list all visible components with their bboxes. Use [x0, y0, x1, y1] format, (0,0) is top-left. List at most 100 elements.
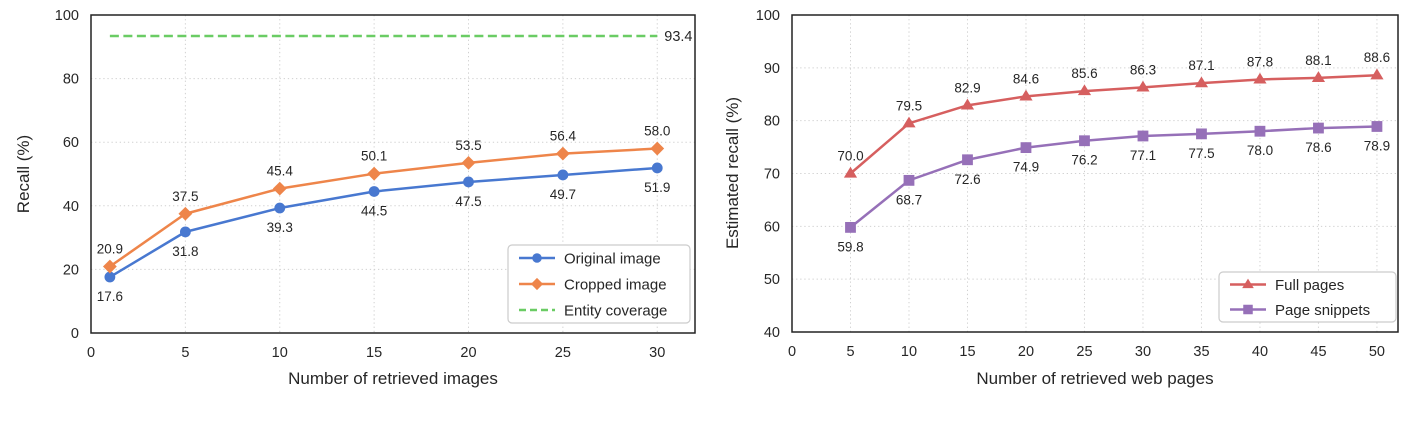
triangle-marker	[902, 116, 916, 128]
square-marker	[903, 174, 915, 186]
plot-border	[90, 14, 696, 334]
x-tick-label: 25	[555, 345, 571, 361]
square-marker	[1137, 130, 1149, 142]
y-tick-label: 80	[63, 72, 79, 88]
data-value-label: 86.3	[1130, 62, 1156, 77]
diamond-marker	[367, 166, 382, 181]
data-value-label: 70.0	[837, 149, 863, 164]
x-tick-label: 0	[87, 345, 95, 361]
data-value-label: 87.1	[1188, 58, 1214, 73]
x-tick-label: 50	[1369, 344, 1385, 360]
hline-value-label: 93.4	[664, 29, 692, 45]
left-chart-panel: 93.4 17.6 31.8 39.3 44.5 47.5 49.7 51.9 20.9 37.5…	[14, 8, 696, 388]
legend-label: Cropped image	[564, 277, 667, 294]
triangle-marker	[1311, 71, 1326, 82]
y-tick-label: 70	[764, 167, 780, 183]
data-value-label: 72.6	[954, 172, 980, 187]
data-value-label: 53.5	[455, 138, 481, 153]
y-tick-label: 40	[764, 325, 780, 341]
triangle-marker	[1253, 72, 1267, 84]
triangle-marker	[843, 166, 858, 178]
triangle-marker	[960, 98, 975, 110]
legend: Full pages Page snippets	[1218, 271, 1397, 323]
plot-border	[791, 14, 1399, 333]
data-value-label: 87.8	[1247, 54, 1273, 69]
left-chart-svg: 93.4 17.6 31.8 39.3 44.5 47.5 49.7 51.9 20.9 37.5…	[55, 8, 696, 361]
data-value-label: 51.9	[644, 180, 670, 195]
series-line-page-snippets	[849, 125, 1379, 229]
data-value-label: 74.9	[1013, 160, 1039, 175]
data-value-label: 56.4	[550, 129, 577, 144]
data-value-label: 45.4	[267, 164, 294, 179]
x-tick-label: 20	[1018, 344, 1034, 360]
legend-circle-marker	[532, 253, 542, 263]
data-value-label: 50.1	[361, 149, 387, 164]
data-value-label: 85.6	[1071, 66, 1097, 81]
y-tick-label: 50	[764, 272, 780, 288]
circle-marker	[368, 186, 380, 197]
square-marker	[845, 221, 856, 233]
circle-marker	[104, 271, 116, 283]
circle-marker	[179, 226, 191, 238]
data-value-label: 76.2	[1071, 153, 1097, 168]
square-marker	[1079, 135, 1090, 147]
legend-square-marker	[1243, 304, 1253, 315]
x-tick-label: 45	[1310, 344, 1326, 360]
data-value-label: 39.3	[267, 220, 293, 235]
x-tick-label: 25	[1076, 344, 1092, 360]
square-marker	[1313, 122, 1324, 134]
data-value-label: 59.8	[837, 239, 863, 254]
y-tick-label: 90	[764, 61, 780, 77]
circle-marker	[274, 202, 286, 214]
square-marker	[1020, 142, 1032, 154]
x-tick-label: 35	[1193, 344, 1209, 360]
diamond-marker	[102, 259, 117, 274]
diamond-marker	[555, 146, 570, 161]
x-tick-label: 10	[272, 345, 288, 361]
triangle-marker	[1370, 68, 1384, 80]
data-value-label: 88.6	[1364, 50, 1390, 65]
x-tick-label: 15	[959, 344, 975, 360]
y-tick-label: 60	[764, 219, 780, 235]
data-value-label: 44.5	[361, 203, 387, 218]
y-tick-label: 100	[756, 8, 780, 24]
x-tick-label: 40	[1252, 344, 1268, 360]
data-value-label: 78.0	[1247, 143, 1273, 158]
x-tick-label: 5	[846, 344, 854, 360]
circle-marker	[557, 169, 569, 181]
square-marker	[1196, 128, 1207, 140]
x-tick-label: 10	[901, 344, 917, 360]
circle-marker	[651, 162, 663, 174]
data-value-label: 17.6	[97, 289, 123, 304]
data-value-label: 78.6	[1305, 140, 1331, 155]
data-value-label: 82.9	[954, 80, 980, 95]
data-value-label: 68.7	[896, 192, 922, 207]
triangle-marker	[1077, 84, 1092, 96]
right-chart-panel: 70.0 79.5 82.9 84.6 85.6 86.3 87.1 87.8 88.1 88.6…	[708, 0, 1416, 434]
circle-marker	[463, 176, 474, 188]
x-tick-label: 30	[649, 345, 665, 361]
x-tick-label: 30	[1135, 344, 1151, 360]
y-tick-label: 60	[63, 135, 79, 151]
legend-label: Original image	[564, 251, 661, 268]
data-value-label: 31.8	[172, 244, 198, 259]
diamond-marker	[461, 155, 476, 170]
y-tick-label: 40	[63, 199, 79, 215]
data-value-label: 79.5	[896, 98, 922, 113]
legend: Original image Cropped image Entity covera…	[507, 244, 691, 324]
diamond-marker	[178, 206, 193, 221]
legend-diamond-marker	[530, 277, 544, 291]
triangle-marker	[1194, 76, 1209, 88]
legend-box	[507, 244, 691, 324]
data-value-label: 37.5	[172, 189, 198, 204]
legend-triangle-marker	[1242, 278, 1254, 289]
square-marker	[1254, 125, 1266, 137]
diamond-marker	[650, 141, 665, 156]
data-value-label: 47.5	[455, 194, 481, 209]
square-marker	[962, 154, 973, 166]
data-value-label: 20.9	[97, 242, 123, 257]
triangle-marker	[1136, 80, 1150, 92]
left-chart-x-axis-label: Number of retrieved images	[288, 369, 498, 388]
legend-label: Entity coverage	[564, 303, 667, 320]
